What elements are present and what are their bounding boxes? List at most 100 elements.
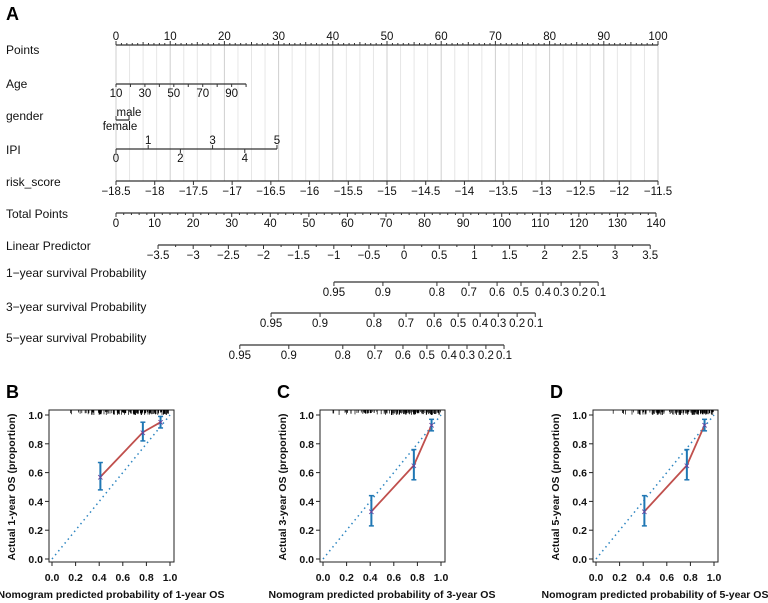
x-tick-label: 0.8 (139, 572, 154, 584)
ipi-tick-label: 5 (274, 135, 280, 147)
row-label-survival-5yr: 5−year survival Probability (6, 331, 146, 345)
ipi-tick-label: 4 (242, 153, 249, 165)
ipi-tick-label: 3 (209, 135, 215, 147)
linear-predictor-tick-label: 1 (471, 250, 477, 262)
linear-predictor-tick-label: 3 (612, 250, 618, 262)
risk-score-tick-label: −12.5 (566, 186, 595, 198)
linear-predictor-tick-label: −0.5 (358, 250, 381, 262)
risk-score-tick-label: −17 (222, 186, 242, 198)
survival-tick-label: 0.5 (450, 318, 466, 330)
y-axis-label: Actual 5-year OS (proportion) (550, 413, 562, 560)
linear-predictor-tick-label: 0.5 (431, 250, 447, 262)
total-points-tick-label: 0 (113, 218, 119, 230)
total-points-tick-label: 10 (148, 218, 161, 230)
y-tick-label: 1.0 (299, 410, 314, 422)
survival-tick-label: 0.9 (281, 350, 297, 362)
row-label-total-points: Total Points (6, 207, 68, 221)
linear-predictor-tick-label: 1.5 (502, 250, 518, 262)
survival-tick-label: 0.8 (429, 287, 445, 299)
ipi-tick-label: 2 (177, 153, 183, 165)
points-tick-label: 40 (326, 31, 339, 43)
points-tick-label: 60 (435, 31, 448, 43)
survival-tick-label: 0.5 (513, 287, 529, 299)
calibration-plots: B0.00.00.20.20.40.40.60.60.80.81.01.0Nom… (0, 382, 768, 601)
calibration-line (643, 424, 706, 513)
x-tick-label: 0.2 (612, 572, 627, 584)
calibration-line (370, 424, 433, 513)
survival-tick-label: 0.95 (260, 318, 282, 330)
x-tick-label: 0.0 (589, 572, 604, 584)
linear-predictor-tick-label: −1 (327, 250, 340, 262)
ideal-line (595, 414, 715, 560)
x-tick-label: 0.4 (636, 572, 651, 584)
y-tick-label: 0.6 (28, 468, 43, 480)
survival-tick-label: 0.5 (419, 350, 435, 362)
x-tick-label: 0.4 (363, 572, 378, 584)
data-point-marker: × (140, 427, 146, 439)
x-tick-label: 0.2 (339, 572, 354, 584)
row-label-survival-3yr: 3−year survival Probability (6, 300, 146, 314)
row-label-gender: gender (6, 109, 43, 123)
plot-frame (592, 409, 719, 563)
ideal-line (322, 414, 442, 560)
points-tick-label: 10 (164, 31, 177, 43)
x-tick-label: 0.4 (92, 572, 107, 584)
survival-tick-label: 0.6 (426, 318, 442, 330)
calibration-panel-c: C 0.00.0 0.2 0.2 0.4 0.4 0.6 0.6 0.8 0.8 1.0 1.0 Nom… (269, 382, 496, 601)
x-axis-label: Nomogram predicted probability of 1-year… (0, 589, 224, 601)
total-points-tick-label: 140 (646, 218, 665, 230)
risk-score-tick-label: −11.5 (644, 186, 672, 198)
x-axis-label: Nomogram predicted probability of 3-year… (269, 589, 496, 601)
row-label-linear-predictor: Linear Predictor (6, 239, 91, 253)
risk-score-tick-label: −16.5 (256, 186, 285, 198)
y-tick-label: 0.6 (299, 468, 314, 480)
points-tick-label: 70 (489, 31, 502, 43)
total-points-tick-label: 90 (457, 218, 470, 230)
x-tick-label: 0.0 (316, 572, 331, 584)
survival-tick-label: 0.8 (335, 350, 351, 362)
risk-score-tick-label: −16 (300, 186, 320, 198)
risk-score-tick-label: −18 (145, 186, 165, 198)
total-points-tick-label: 120 (569, 218, 588, 230)
row-label-age: Age (6, 77, 28, 91)
survival-tick-label: 0.4 (535, 287, 552, 299)
total-points-tick-label: 60 (341, 218, 354, 230)
y-axis-label: Actual 3-year OS (proportion) (277, 413, 289, 560)
y-tick-label: 0.8 (28, 439, 43, 451)
total-points-tick-label: 50 (302, 218, 315, 230)
survival-tick-label: 0.8 (366, 318, 382, 330)
points-tick-label: 30 (272, 31, 285, 43)
y-tick-label: 0.0 (572, 554, 587, 566)
linear-predictor-tick-label: 3.5 (642, 250, 658, 262)
survival-tick-label: 0.1 (496, 350, 512, 362)
age-tick-label: 30 (139, 88, 152, 100)
data-point-marker: × (411, 460, 417, 472)
points-tick-label: 50 (381, 31, 394, 43)
y-tick-label: 0.6 (572, 468, 587, 480)
plot-frame (319, 409, 446, 563)
data-point-marker: × (368, 506, 374, 518)
ipi-tick-label: 0 (113, 153, 119, 165)
risk-score-tick-label: −18.5 (101, 186, 130, 198)
data-point-marker: × (157, 417, 163, 429)
survival-tick-label: 0.2 (509, 318, 525, 330)
row-label-survival-1yr: 1−year survival Probability (6, 266, 146, 280)
survival-tick-label: 0.3 (490, 318, 506, 330)
total-points-tick-label: 80 (418, 218, 431, 230)
survival-tick-label: 0.9 (312, 318, 328, 330)
points-tick-label: 90 (597, 31, 610, 43)
gender-level-female: female (103, 121, 138, 133)
survival-tick-label: 0.9 (375, 287, 391, 299)
y-tick-label: 0.4 (299, 496, 314, 508)
linear-predictor-tick-label: −2 (257, 250, 270, 262)
total-points-tick-label: 130 (608, 218, 627, 230)
row-label-points: Points (6, 43, 39, 57)
linear-predictor-tick-label: 0 (401, 250, 407, 262)
linear-predictor-tick-label: 2.5 (572, 250, 588, 262)
x-tick-label: 0.6 (659, 572, 674, 584)
data-point-marker: × (701, 420, 707, 432)
points-tick-label: 20 (218, 31, 231, 43)
total-points-tick-label: 40 (264, 218, 277, 230)
